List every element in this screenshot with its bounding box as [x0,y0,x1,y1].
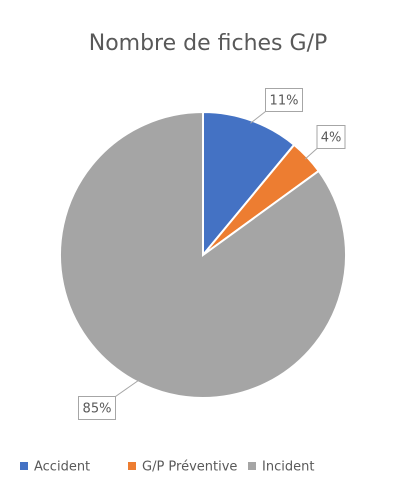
chart-title: Nombre de fiches G/P [89,31,328,56]
leader-line [304,148,318,160]
legend-swatch [20,462,28,470]
data-label: 4% [321,131,342,146]
data-label: 85% [83,402,112,417]
leader-line [250,111,266,124]
data-label-box [78,396,116,420]
pie-slice [59,110,347,399]
data-label: 11% [270,94,299,109]
leader-line [115,379,140,397]
legend-label: Incident [262,460,314,475]
legend-swatch [248,462,256,470]
legend-swatch [128,462,136,470]
legend-label: Accident [34,460,90,475]
legend-label: G/P Préventive [142,460,237,475]
data-label-box [316,125,346,149]
data-label-box [265,88,303,112]
pie-slice [202,110,296,258]
